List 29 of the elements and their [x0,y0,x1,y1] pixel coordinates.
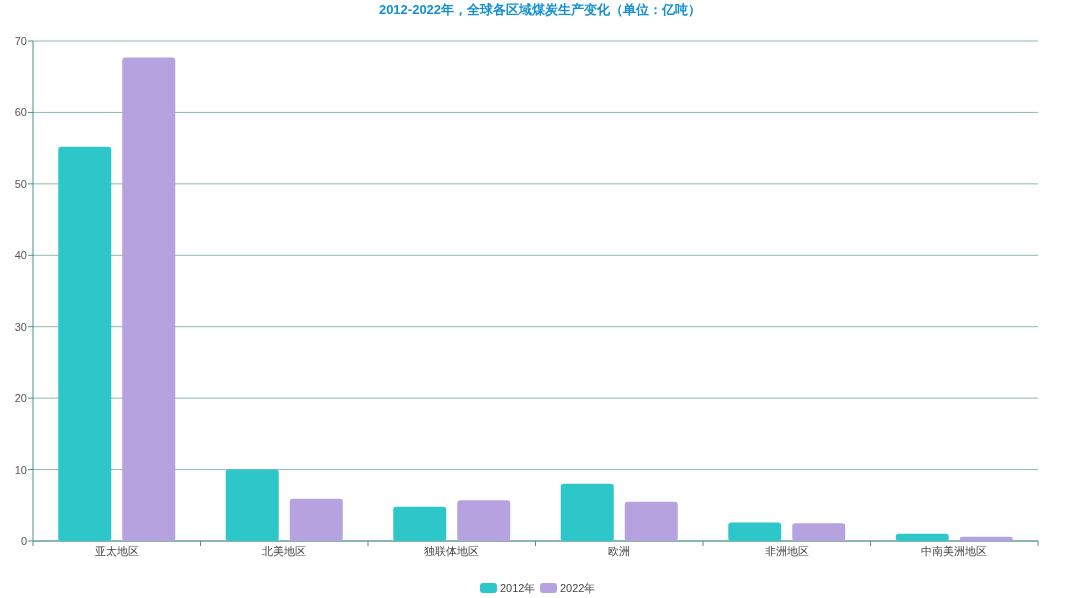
x-tick-label: 非洲地区 [764,545,809,557]
bar [560,483,614,541]
y-tick-label: 30 [14,320,27,333]
bar [624,501,678,541]
legend-label: 2022年 [560,582,596,594]
y-tick-label: 40 [14,249,27,262]
y-tick-label: 10 [14,463,27,476]
y-tick-label: 70 [14,35,27,47]
bar [792,523,846,541]
y-tick-label: 60 [14,106,27,119]
y-tick-label: 20 [14,392,27,405]
bar [895,533,949,541]
legend-label: 2012年 [500,582,536,594]
bar [225,469,279,541]
y-tick-label: 50 [14,177,27,190]
x-tick-label: 独联体地区 [424,545,480,557]
bar [122,57,176,541]
y-tick-label: 0 [20,535,27,547]
bar [728,522,782,541]
x-tick-label: 北美地区 [262,545,307,557]
bar [393,506,447,541]
bar [289,498,343,541]
bar [457,500,511,541]
chart-title: 2012-2022年，全球各区域煤炭生产变化（单位：亿吨） [378,2,702,17]
bar [58,146,112,541]
x-tick-label: 亚太地区 [94,545,139,557]
x-tick-label: 中南美洲地区 [921,545,988,557]
bar [959,536,1013,541]
x-tick-label: 欧洲 [608,545,631,557]
